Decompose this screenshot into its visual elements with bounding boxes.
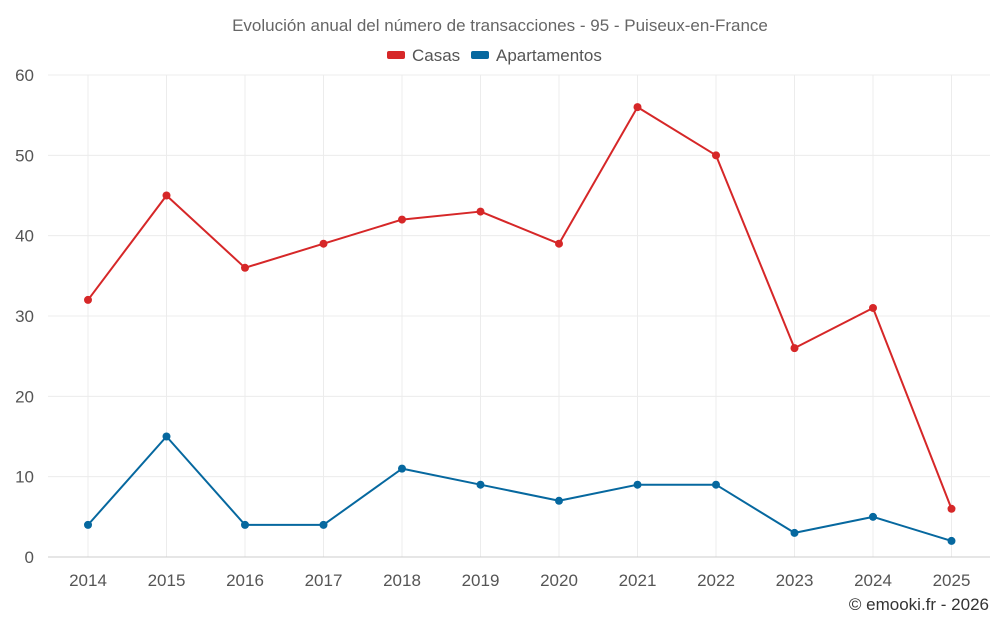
x-tick-label: 2016	[226, 571, 264, 590]
legend-item-casas[interactable]: Casas	[387, 46, 460, 65]
y-tick-label: 0	[25, 548, 34, 567]
y-tick-label: 50	[15, 146, 34, 165]
data-point-apartamentos[interactable]	[476, 480, 485, 489]
data-point-casas[interactable]	[947, 504, 956, 513]
gridlines	[48, 74, 990, 557]
x-tick-label: 2014	[69, 571, 107, 590]
data-point-apartamentos[interactable]	[555, 496, 563, 505]
y-tick-label: 60	[15, 66, 34, 85]
series-casas	[84, 103, 956, 513]
series-group	[84, 103, 956, 545]
x-tick-label: 2017	[305, 571, 343, 590]
credit-text: © emooki.fr - 2026	[849, 595, 989, 614]
data-point-apartamentos[interactable]	[162, 432, 171, 441]
data-point-casas[interactable]	[555, 239, 563, 248]
legend-label-casas: Casas	[412, 46, 460, 65]
y-tick-label: 20	[15, 387, 34, 406]
data-point-apartamentos[interactable]	[319, 520, 328, 529]
y-tick-label: 30	[15, 307, 34, 326]
x-axis: 2014 2015 2016 2017 2018 2019 2020 2021 2022 2023…	[48, 556, 990, 590]
x-tick-label: 2021	[619, 571, 657, 590]
x-tick-label: 2025	[933, 571, 971, 590]
y-tick-label: 40	[15, 227, 34, 246]
data-point-apartamentos[interactable]	[947, 536, 956, 545]
data-point-casas[interactable]	[712, 151, 720, 160]
data-point-casas[interactable]	[241, 263, 249, 272]
legend-swatch-apartamentos	[471, 51, 489, 59]
x-tick-label: 2018	[383, 571, 421, 590]
x-tick-label: 2015	[148, 571, 186, 590]
data-point-apartamentos[interactable]	[869, 512, 877, 521]
data-point-apartamentos[interactable]	[84, 520, 92, 529]
data-point-apartamentos[interactable]	[790, 528, 799, 537]
data-point-casas[interactable]	[319, 239, 328, 248]
x-tick-label: 2019	[462, 571, 500, 590]
data-point-casas[interactable]	[476, 207, 485, 216]
y-tick-label: 10	[15, 468, 34, 487]
legend-label-apartamentos: Apartamentos	[496, 46, 602, 65]
data-point-apartamentos[interactable]	[398, 464, 406, 473]
y-axis: 0 10 20 30 40 50 60	[15, 66, 34, 567]
data-point-apartamentos[interactable]	[633, 480, 642, 489]
x-tick-label: 2023	[776, 571, 814, 590]
series-apartamentos	[84, 432, 956, 545]
data-point-casas[interactable]	[633, 103, 642, 112]
data-point-casas[interactable]	[790, 344, 799, 353]
legend: Casas Apartamentos	[387, 46, 602, 65]
chart-title: Evolución anual del número de transaccio…	[232, 16, 768, 35]
legend-item-apartamentos[interactable]: Apartamentos	[471, 46, 602, 65]
data-point-casas[interactable]	[162, 191, 171, 200]
x-tick-label: 2022	[697, 571, 735, 590]
data-point-casas[interactable]	[84, 295, 92, 304]
data-point-apartamentos[interactable]	[712, 480, 720, 489]
series-line-apartamentos	[87, 435, 952, 542]
data-point-casas[interactable]	[869, 303, 877, 312]
series-line-casas	[87, 106, 953, 510]
data-point-apartamentos[interactable]	[241, 520, 249, 529]
data-point-casas[interactable]	[398, 215, 406, 224]
x-tick-label: 2024	[854, 571, 892, 590]
x-tick-label: 2020	[540, 571, 578, 590]
legend-swatch-casas	[387, 51, 405, 59]
